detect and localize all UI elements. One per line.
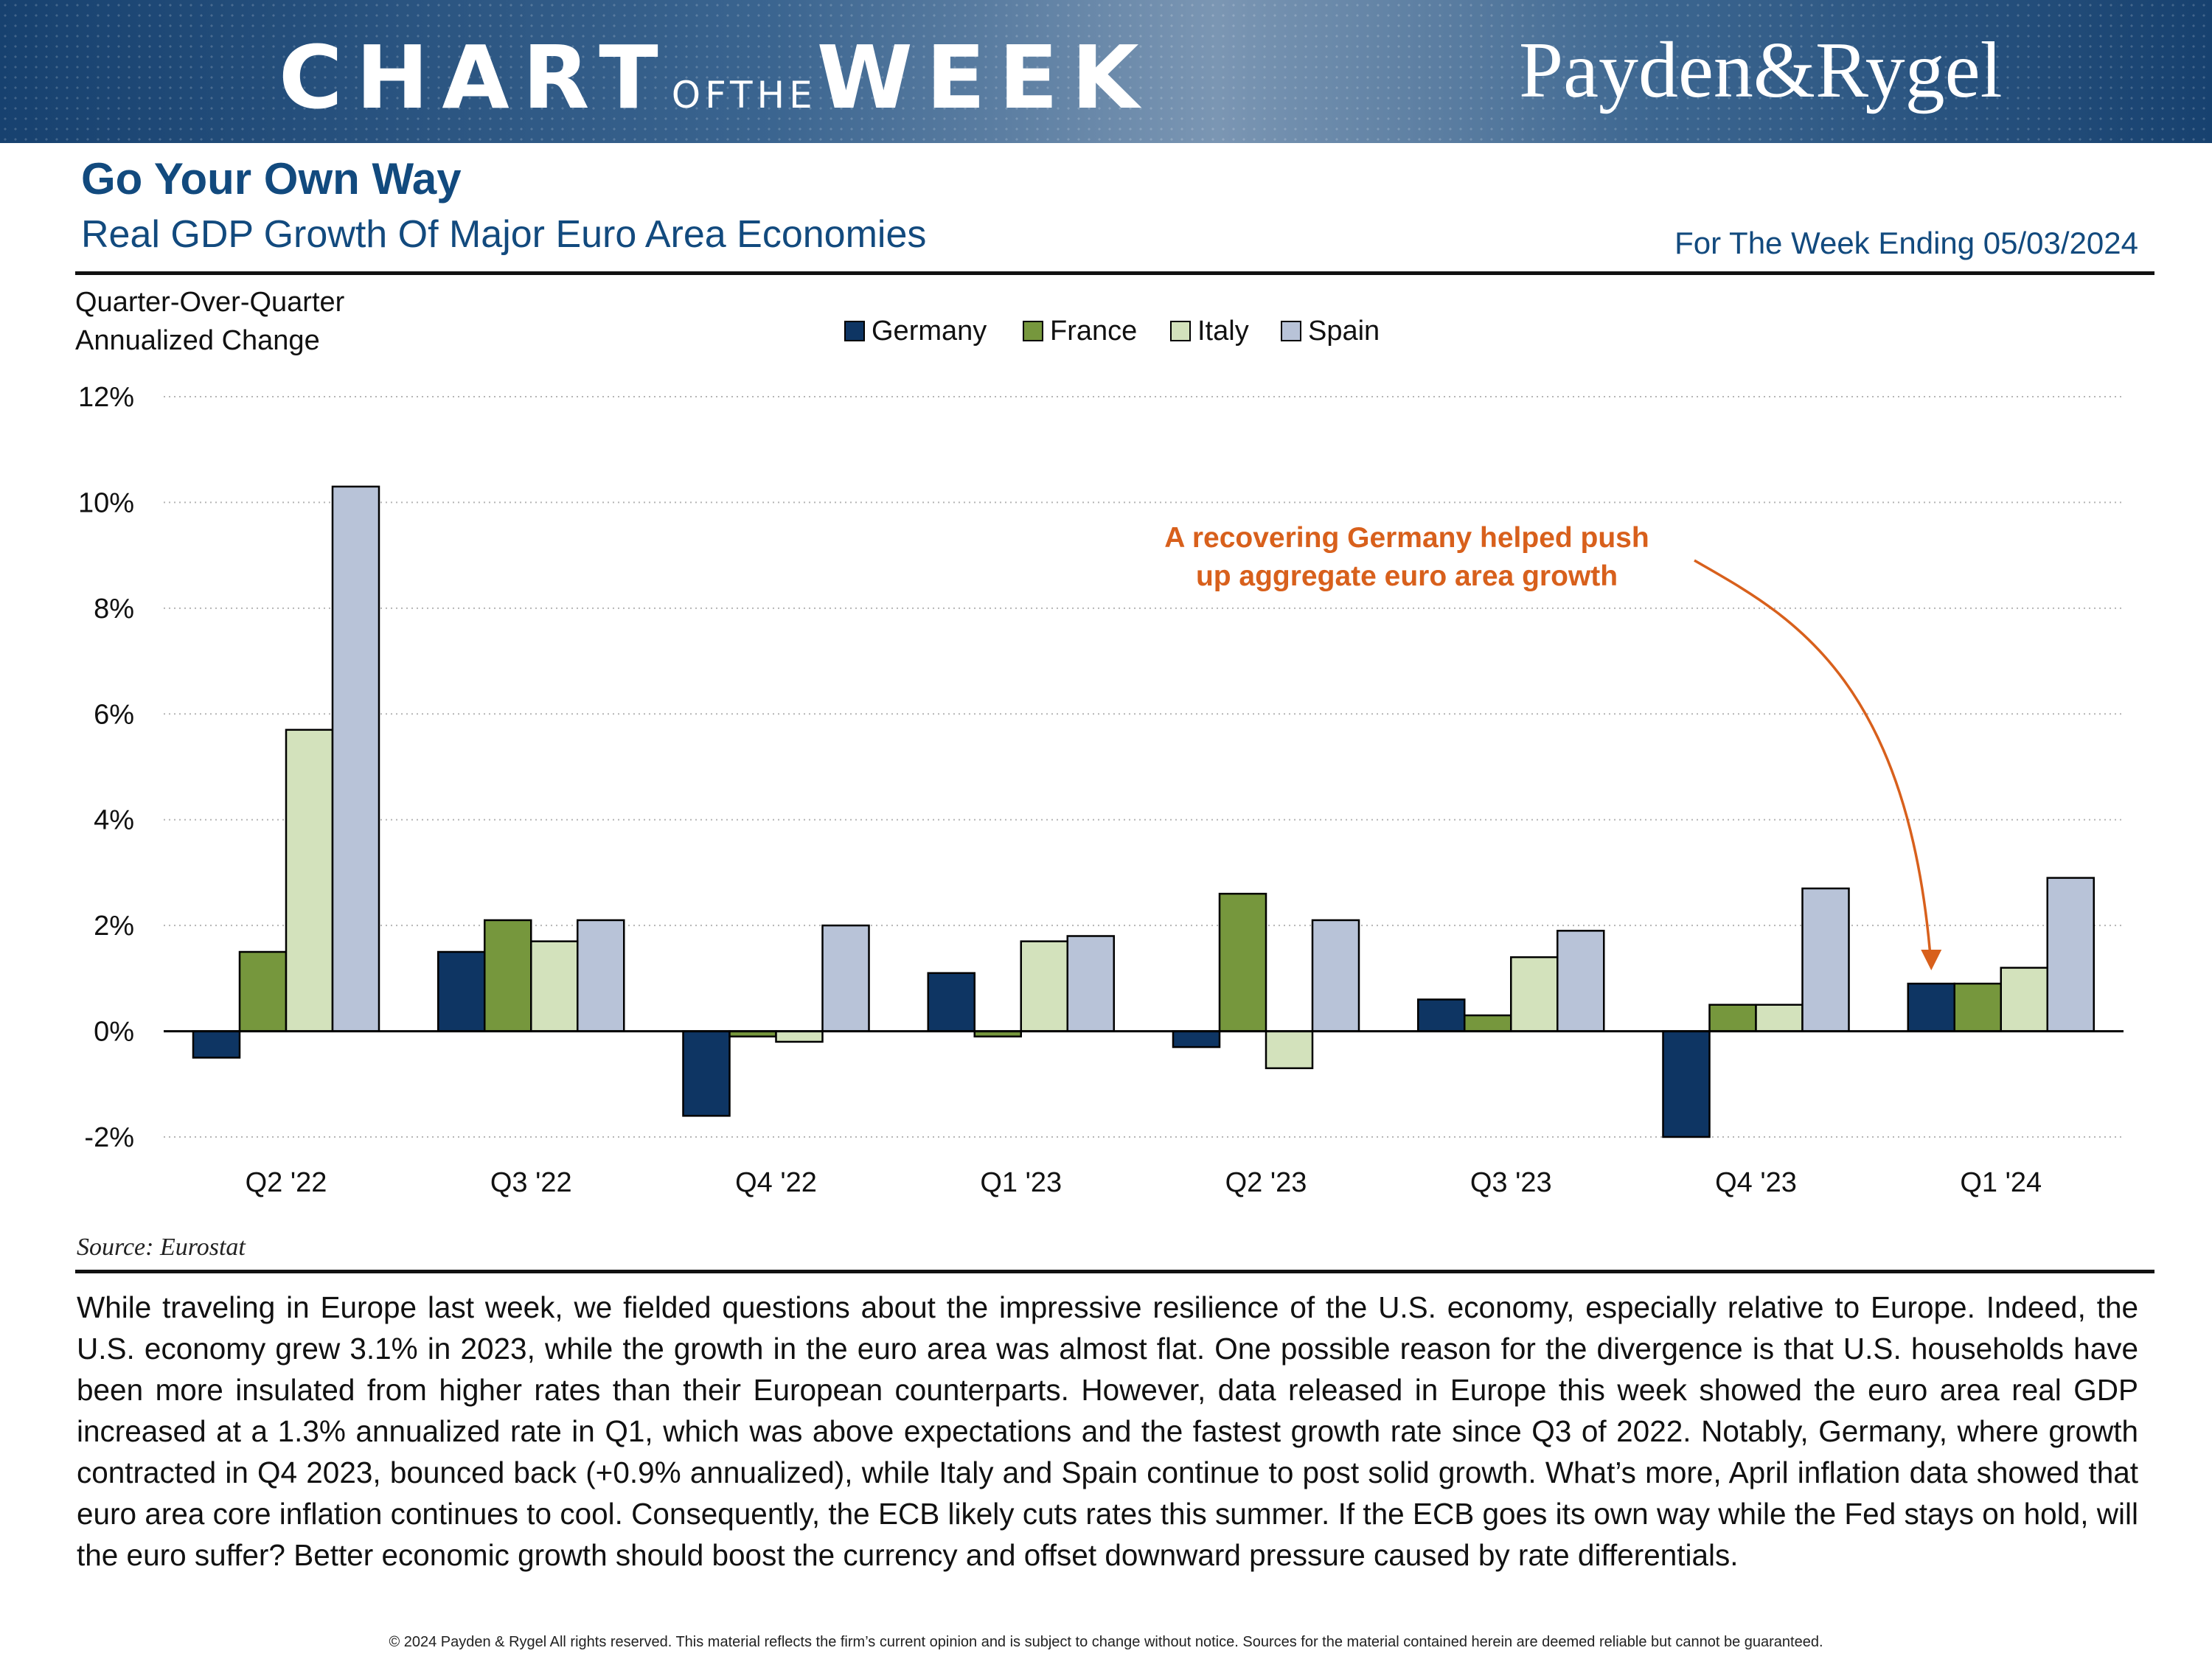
chart-of-the-week-logo: CHARTOFTHEWEEK bbox=[279, 27, 1152, 128]
bar-italy-6 bbox=[1755, 1004, 1804, 1032]
legend-label: Spain bbox=[1308, 316, 1380, 347]
bar-spain-7 bbox=[2046, 877, 2095, 1032]
week-ending-label: For The Week Ending 05/03/2024 bbox=[1674, 226, 2138, 260]
annotation-arrowhead bbox=[1921, 950, 1942, 971]
x-tick-label: Q2 '22 bbox=[246, 1167, 327, 1198]
x-tick-label: Q1 '23 bbox=[980, 1167, 1062, 1198]
bar-france-1 bbox=[484, 919, 532, 1032]
bar-germany-1 bbox=[437, 950, 486, 1032]
bar-spain-4 bbox=[1311, 919, 1360, 1032]
x-tick-label: Q2 '23 bbox=[1225, 1167, 1307, 1198]
bar-italy-3 bbox=[1020, 940, 1068, 1032]
bar-italy-2 bbox=[775, 1030, 824, 1043]
y-tick-labels: -2% 0% 2% 4% 6% 8% 10% 12% bbox=[78, 382, 134, 1153]
legend-swatch bbox=[844, 321, 865, 341]
bar-italy-1 bbox=[530, 940, 579, 1032]
y-tick-label: 12% bbox=[78, 382, 134, 413]
legend-label: France bbox=[1050, 316, 1137, 347]
page-subtitle: Real GDP Growth Of Major Euro Area Econo… bbox=[81, 213, 927, 256]
commentary-text: While traveling in Europe last week, we … bbox=[77, 1290, 2138, 1572]
annotation-text-line: up aggregate euro area growth bbox=[1196, 560, 1618, 592]
x-tick-label: Q3 '22 bbox=[490, 1167, 572, 1198]
legend-item-germany: Germany bbox=[844, 316, 987, 347]
header-banner: CHARTOFTHEWEEK Payden&Rygel bbox=[0, 0, 2212, 143]
legend-swatch bbox=[1170, 321, 1191, 341]
bar-france-5 bbox=[1464, 1014, 1512, 1032]
bar-germany-5 bbox=[1417, 998, 1466, 1032]
y-tick-label: -2% bbox=[84, 1122, 134, 1153]
y-tick-label: 0% bbox=[94, 1017, 134, 1048]
bar-spain-2 bbox=[821, 924, 870, 1032]
banner-texture bbox=[0, 0, 2212, 143]
bar-france-4 bbox=[1218, 892, 1267, 1032]
y-axis-title: Quarter-Over-Quarter Annualized Change bbox=[75, 287, 345, 356]
bar-germany-3 bbox=[927, 972, 975, 1032]
bar-italy-0 bbox=[285, 728, 334, 1032]
x-tick-labels: Q2 '22 Q3 '22 Q4 '22 Q1 '23 Q2 '23 Q3 '23 Q4 '… bbox=[246, 1167, 2042, 1198]
bar-germany-6 bbox=[1662, 1030, 1711, 1138]
bar-france-0 bbox=[238, 950, 288, 1032]
bar-spain-3 bbox=[1066, 935, 1115, 1032]
bar-france-6 bbox=[1708, 1004, 1757, 1032]
y-axis-title-line: Annualized Change bbox=[75, 325, 320, 356]
legend-item-italy: Italy bbox=[1170, 316, 1249, 347]
footer-disclaimer: © 2024 Payden & Rygel All rights reserve… bbox=[389, 1634, 1823, 1650]
bars bbox=[164, 485, 2124, 1138]
legend-swatch bbox=[1281, 321, 1301, 341]
annotation-arrow-line bbox=[1694, 559, 1933, 968]
bar-spain-5 bbox=[1557, 930, 1605, 1032]
bar-spain-6 bbox=[1801, 887, 1850, 1032]
y-tick-label: 4% bbox=[94, 805, 134, 836]
y-tick-label: 8% bbox=[94, 594, 134, 625]
chart-annotation: A recovering Germany helped push up aggre… bbox=[1164, 522, 1942, 971]
bar-spain-0 bbox=[331, 485, 380, 1032]
bar-italy-7 bbox=[2000, 967, 2048, 1032]
y-tick-label: 10% bbox=[78, 487, 134, 518]
logo-week-word: WEEK bbox=[816, 27, 1152, 128]
legend-label: Italy bbox=[1197, 316, 1249, 347]
logo-chart-word: CHART bbox=[279, 27, 672, 128]
source-divider bbox=[75, 1270, 2154, 1273]
bar-germany-7 bbox=[1907, 982, 1955, 1032]
source-note: Source: Eurostat bbox=[77, 1234, 246, 1261]
gdp-bar-chart: Quarter-Over-Quarter Annualized Change Ge… bbox=[75, 287, 2124, 1198]
legend-item-spain: Spain bbox=[1281, 316, 1380, 347]
x-tick-label: Q4 '22 bbox=[735, 1167, 817, 1198]
y-tick-label: 6% bbox=[94, 699, 134, 730]
title-divider bbox=[75, 271, 2154, 275]
bar-italy-5 bbox=[1510, 956, 1559, 1032]
y-tick-label: 2% bbox=[94, 911, 134, 942]
bar-germany-4 bbox=[1172, 1030, 1221, 1048]
bar-italy-4 bbox=[1265, 1030, 1314, 1070]
bar-germany-0 bbox=[192, 1030, 241, 1059]
chart-legend: Germany France Italy Spain bbox=[844, 316, 1380, 347]
legend-label: Germany bbox=[872, 316, 987, 347]
x-tick-label: Q4 '23 bbox=[1715, 1167, 1797, 1198]
logo-of-the-word: OFTHE bbox=[671, 74, 817, 116]
legend-item-france: France bbox=[1023, 316, 1137, 347]
bar-france-7 bbox=[1953, 982, 2002, 1032]
x-tick-label: Q1 '24 bbox=[1960, 1167, 2042, 1198]
brand-logo: Payden&Rygel bbox=[1519, 27, 2003, 114]
page-title: Go Your Own Way bbox=[81, 154, 462, 204]
bar-germany-2 bbox=[682, 1030, 731, 1117]
bar-spain-1 bbox=[577, 919, 625, 1032]
x-tick-label: Q3 '23 bbox=[1470, 1167, 1552, 1198]
legend-swatch bbox=[1023, 321, 1043, 341]
y-axis-title-line: Quarter-Over-Quarter bbox=[75, 287, 345, 318]
annotation-text-line: A recovering Germany helped push bbox=[1164, 522, 1649, 554]
